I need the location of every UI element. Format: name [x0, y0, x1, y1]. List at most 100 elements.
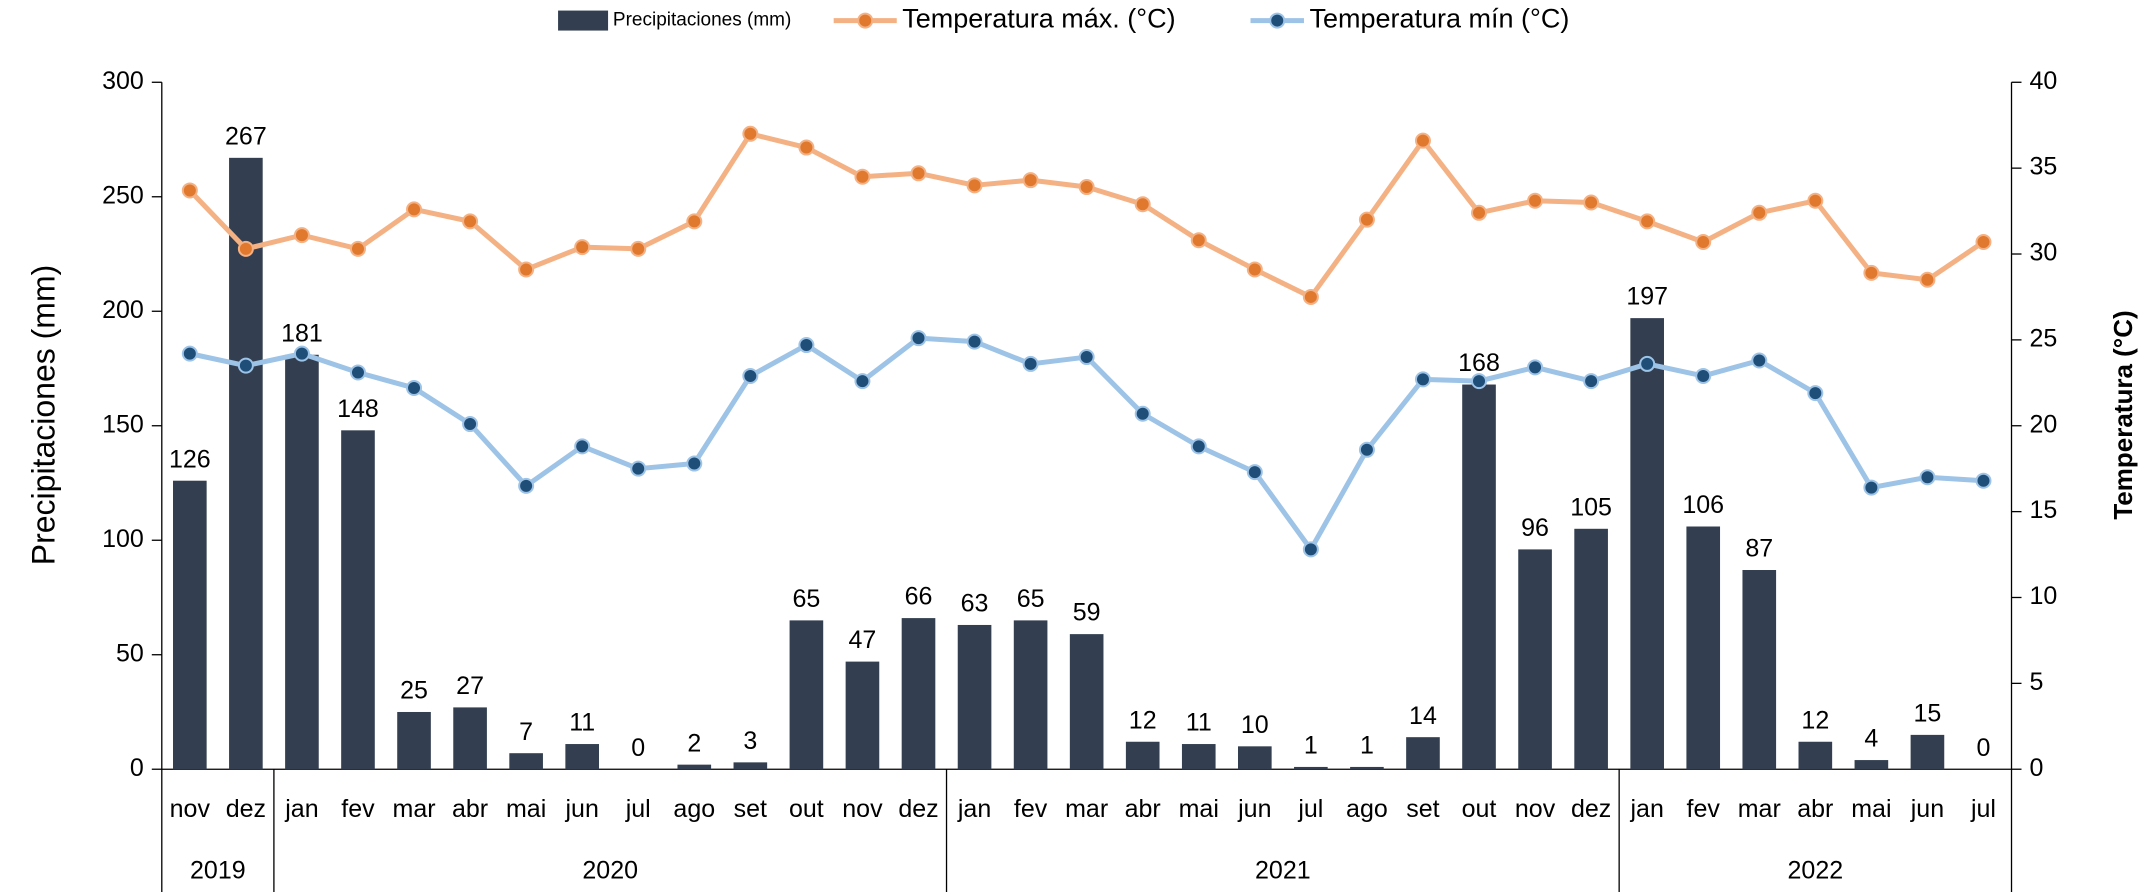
x-tick-label: abr — [1797, 795, 1833, 823]
line-marker — [1078, 179, 1095, 196]
year-label: 2021 — [1255, 857, 1311, 885]
line-marker — [1527, 359, 1544, 376]
bar — [1294, 766, 1328, 770]
data-label: 106 — [1682, 491, 1724, 519]
data-label: 12 — [1129, 706, 1157, 734]
line-marker — [1358, 211, 1375, 228]
data-label: 4 — [1864, 725, 1878, 753]
data-label: 25 — [400, 677, 428, 705]
x-tick-label: jan — [957, 795, 991, 823]
x-tick-label: nov — [1515, 795, 1556, 823]
bar — [1125, 741, 1160, 770]
data-label: 65 — [1017, 585, 1045, 613]
line-marker — [181, 182, 198, 199]
bar — [453, 707, 487, 770]
y-tick-label: 300 — [102, 67, 144, 95]
data-label: 11 — [569, 709, 595, 737]
line-marker — [518, 477, 535, 494]
legend-label: Temperatura máx. (°C) — [902, 4, 1175, 34]
line-marker — [966, 177, 983, 194]
x-tick-label: fev — [1014, 795, 1048, 823]
line-marker — [1022, 172, 1039, 189]
bar — [733, 762, 768, 770]
y2-tick-label: 10 — [2030, 582, 2058, 610]
data-label: 181 — [281, 319, 323, 347]
data-label: 66 — [905, 583, 933, 611]
y-axis-title: Precipitaciones (mm) — [25, 265, 61, 566]
data-label: 87 — [1745, 535, 1773, 563]
line-marker — [686, 455, 703, 472]
legend-label: Precipitaciones (mm) — [613, 10, 791, 31]
line-marker — [293, 227, 310, 244]
line-marker — [1302, 541, 1319, 558]
y2-tick-label: 30 — [2030, 239, 2058, 267]
y2-tick-label: 15 — [2030, 496, 2058, 524]
y2-tick-label: 5 — [2030, 668, 2044, 696]
x-tick-label: out — [1462, 795, 1497, 823]
x-tick-label: nov — [170, 795, 211, 823]
line-marker — [686, 213, 703, 230]
data-label: 3 — [743, 727, 757, 755]
x-tick-label: ago — [673, 795, 715, 823]
line-marker — [1807, 192, 1824, 209]
x-tick-label: jul — [1297, 795, 1323, 823]
bar — [1574, 528, 1608, 770]
line-marker — [1190, 232, 1207, 249]
y2-tick-label: 25 — [2030, 324, 2058, 352]
x-tick-label: dez — [898, 795, 938, 823]
bar — [1406, 737, 1440, 770]
line-marker — [1022, 355, 1039, 372]
bar — [285, 354, 319, 770]
data-label: 126 — [169, 445, 211, 473]
data-label: 105 — [1570, 493, 1612, 521]
bar — [1798, 741, 1833, 770]
bar — [1237, 746, 1272, 770]
line-marker — [1358, 441, 1375, 458]
bar — [1350, 766, 1384, 770]
x-tick-label: set — [1406, 795, 1439, 823]
year-label: 2019 — [190, 857, 246, 885]
line-marker — [1919, 271, 1936, 288]
data-label: 1 — [1304, 732, 1318, 760]
data-label: 168 — [1458, 349, 1500, 377]
data-label: 65 — [792, 585, 820, 613]
line-marker — [1471, 373, 1488, 390]
x-tick-label: out — [789, 795, 824, 823]
line-marker — [462, 213, 479, 230]
line-marker — [742, 367, 759, 384]
bar — [1181, 744, 1216, 770]
line-marker — [1751, 204, 1768, 221]
data-label: 15 — [1914, 699, 1942, 727]
data-label: 96 — [1521, 514, 1549, 542]
x-tick-label: jul — [625, 795, 651, 823]
bar — [1742, 570, 1777, 770]
y2-tick-label: 0 — [2030, 754, 2044, 782]
y-tick-label: 150 — [102, 410, 144, 438]
line-marker — [1583, 373, 1600, 390]
x-tick-label: fev — [341, 795, 375, 823]
year-label: 2022 — [1788, 857, 1844, 885]
data-label: 27 — [456, 672, 484, 700]
line-marker — [1078, 349, 1095, 366]
x-tick-label: mai — [1851, 795, 1891, 823]
line-marker — [1751, 352, 1768, 369]
line-marker — [630, 240, 647, 257]
bar — [901, 618, 936, 770]
line-marker — [1695, 367, 1712, 384]
line-marker — [1246, 464, 1263, 481]
y-tick-label: 250 — [102, 181, 144, 209]
line-marker — [966, 333, 983, 350]
bar — [957, 624, 992, 770]
data-label: 11 — [1186, 709, 1212, 737]
line-marker — [293, 345, 310, 362]
x-tick-label: jun — [565, 795, 599, 823]
line-marker — [518, 261, 535, 278]
data-label: 2 — [687, 729, 701, 757]
y-tick-label: 0 — [130, 754, 144, 782]
x-tick-label: dez — [226, 795, 266, 823]
bar — [677, 764, 712, 770]
data-label: 59 — [1073, 599, 1101, 627]
data-label: 0 — [631, 734, 645, 762]
bar — [789, 620, 824, 770]
